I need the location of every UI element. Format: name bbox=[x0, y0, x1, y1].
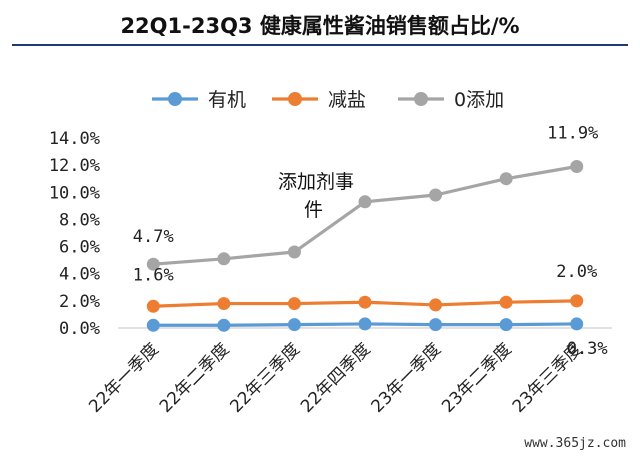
title-divider bbox=[12, 44, 628, 46]
data-point bbox=[146, 299, 160, 313]
data-point bbox=[570, 160, 584, 173]
x-tick-label: 22年四季度 bbox=[297, 339, 375, 417]
legend-label: 0添加 bbox=[454, 89, 504, 111]
data-point bbox=[429, 188, 443, 202]
legend-label: 减盐 bbox=[328, 89, 366, 111]
data-point bbox=[429, 298, 443, 312]
x-tick-label: 22年三季度 bbox=[226, 339, 304, 417]
data-point bbox=[287, 245, 301, 259]
data-point bbox=[217, 297, 231, 311]
x-tick-label: 23年一季度 bbox=[368, 339, 446, 417]
y-tick-label: 8.0% bbox=[59, 210, 100, 230]
y-tick-label: 14.0% bbox=[49, 129, 100, 149]
annotation-text-continued: 件 bbox=[304, 199, 323, 221]
data-label: 2.0% bbox=[556, 262, 597, 282]
x-tick-label: 22年一季度 bbox=[85, 339, 163, 417]
legend-label: 有机 bbox=[208, 89, 246, 111]
data-point bbox=[146, 318, 160, 332]
y-axis: 0.0% 2.0% 4.0% 6.0% 8.0% 10.0% 12.0% 14.0% bbox=[49, 129, 100, 339]
chart-title: 22Q1-23Q3 健康属性酱油销售额占比/% bbox=[120, 14, 520, 38]
data-point bbox=[358, 195, 372, 209]
y-tick-label: 0.0% bbox=[59, 319, 100, 339]
data-label: 0.3% bbox=[567, 339, 608, 359]
series-line bbox=[153, 164, 577, 266]
data-point bbox=[570, 294, 584, 308]
data-point bbox=[217, 252, 231, 266]
y-tick-label: 4.0% bbox=[59, 265, 100, 285]
data-point bbox=[217, 318, 231, 332]
annotation-text: 添加剂事 bbox=[278, 171, 354, 193]
legend-swatch-marker bbox=[288, 92, 302, 106]
data-label: 1.6% bbox=[133, 265, 174, 285]
data-label: 11.9% bbox=[547, 124, 598, 144]
x-tick-label: 23年二季度 bbox=[438, 339, 516, 417]
data-point bbox=[287, 297, 301, 311]
data-point bbox=[499, 318, 513, 332]
y-tick-label: 2.0% bbox=[59, 292, 100, 312]
data-label: 4.7% bbox=[133, 227, 174, 247]
legend-swatch-marker bbox=[168, 92, 182, 106]
y-tick-label: 12.0% bbox=[49, 156, 100, 176]
data-point bbox=[146, 257, 160, 271]
data-point bbox=[499, 172, 513, 186]
data-point bbox=[358, 295, 372, 309]
data-point bbox=[429, 318, 443, 332]
x-tick-label: 22年二季度 bbox=[156, 339, 234, 417]
y-tick-label: 10.0% bbox=[49, 183, 100, 203]
data-point bbox=[358, 317, 372, 331]
y-tick-label: 6.0% bbox=[59, 238, 100, 258]
data-point bbox=[570, 317, 584, 331]
watermark: www.365jz.com bbox=[524, 436, 626, 451]
data-point bbox=[499, 295, 513, 309]
data-point bbox=[287, 318, 301, 332]
legend: 有机 减盐 0添加 bbox=[152, 89, 504, 111]
series-layer bbox=[146, 160, 584, 332]
x-axis: 22年一季度22年二季度22年三季度22年四季度23年一季度23年二季度23年三… bbox=[85, 327, 612, 417]
legend-swatch-marker bbox=[414, 92, 428, 106]
